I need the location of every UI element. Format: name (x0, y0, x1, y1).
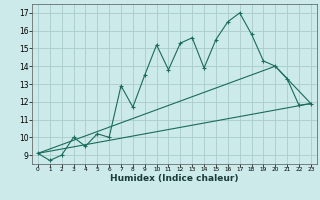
X-axis label: Humidex (Indice chaleur): Humidex (Indice chaleur) (110, 174, 239, 183)
